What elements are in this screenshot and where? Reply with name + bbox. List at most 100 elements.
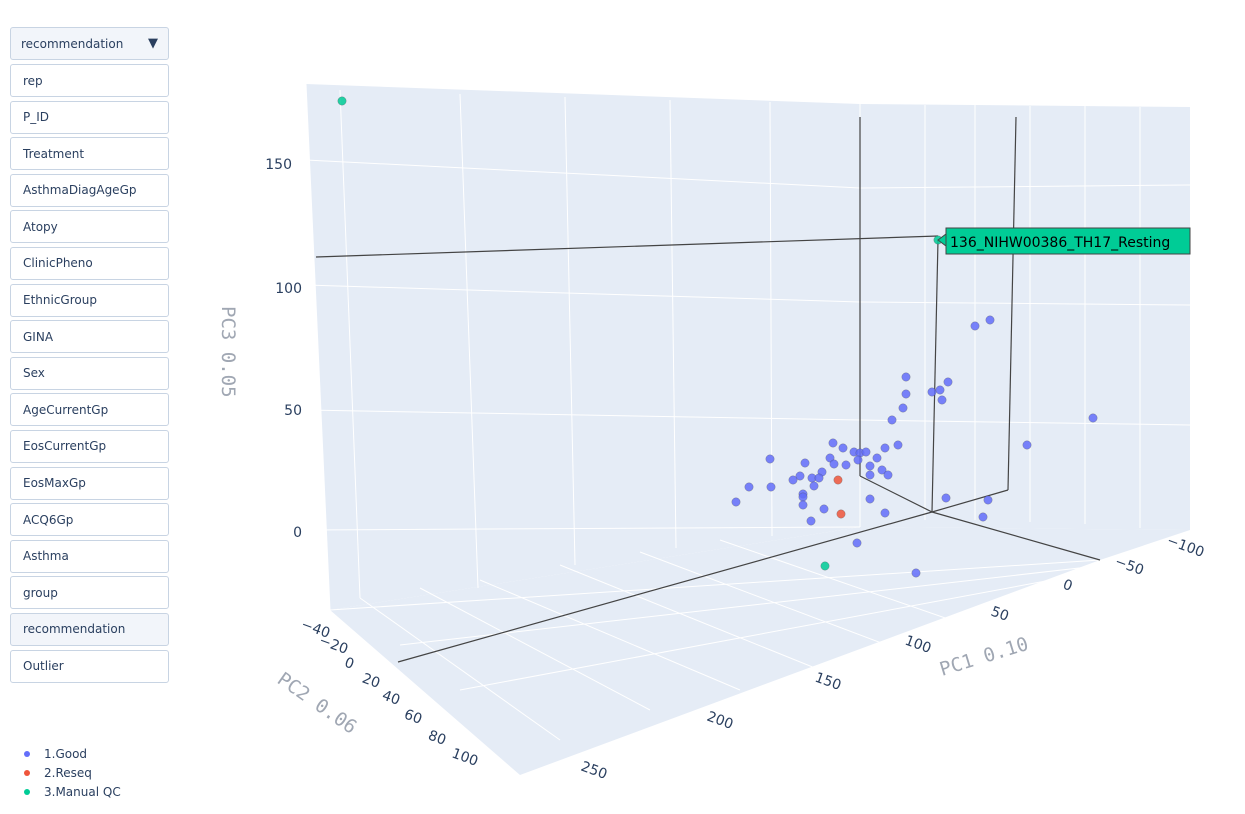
gridline — [305, 83, 331, 611]
gridline — [769, 101, 773, 537]
color-by-dropdown[interactable]: recommendation ▼ — [10, 27, 169, 60]
data-point[interactable] — [941, 493, 951, 503]
hover-pointer — [937, 233, 947, 247]
tick-labels: 050100150−40−20020406080100−100−50050100… — [265, 157, 1206, 783]
data-point[interactable] — [883, 470, 893, 480]
data-point[interactable] — [800, 458, 810, 468]
data-point[interactable] — [898, 403, 908, 413]
attribute-button[interactable]: Outlier — [10, 649, 169, 683]
tick-label: 80 — [426, 728, 448, 749]
data-point[interactable] — [911, 568, 921, 578]
data-point[interactable] — [841, 460, 851, 470]
dropdown-selected-value: recommendation — [21, 36, 124, 51]
hover-box — [945, 227, 1191, 255]
data-point[interactable] — [935, 385, 945, 395]
data-point[interactable] — [901, 372, 911, 382]
hover-tooltip: 136_NIHW00386_TH17_Resting — [937, 227, 1191, 255]
attribute-button[interactable]: EosMaxGp — [10, 466, 169, 500]
data-point[interactable] — [983, 495, 993, 505]
data-point[interactable] — [828, 438, 838, 448]
data-point[interactable] — [833, 475, 843, 485]
attribute-button[interactable]: P_ID — [10, 100, 169, 134]
gridline — [639, 551, 901, 651]
chevron-down-icon: ▼ — [148, 36, 158, 51]
legend-item-reseq[interactable]: 2.Reseq — [24, 763, 121, 782]
sidebar: recommendation ▼ rep P_ID Treatment AsthmaD… — [10, 27, 169, 686]
gridlines — [305, 83, 1191, 741]
data-point[interactable] — [978, 512, 988, 522]
tick-label: −50 — [1113, 554, 1146, 579]
data-point[interactable] — [887, 415, 897, 425]
data-point[interactable] — [731, 497, 741, 507]
data-point[interactable] — [798, 500, 808, 510]
attribute-button[interactable]: GINA — [10, 320, 169, 354]
gridline — [305, 409, 861, 421]
tick-label: 150 — [813, 670, 844, 694]
data-point[interactable] — [943, 377, 953, 387]
data-point[interactable] — [880, 508, 890, 518]
attribute-button[interactable]: Treatment — [10, 137, 169, 171]
attribute-button[interactable]: rep — [10, 64, 169, 97]
tick-label: −100 — [1165, 533, 1207, 561]
data-point[interactable] — [865, 470, 875, 480]
tick-label: 0 — [293, 525, 302, 541]
data-point[interactable] — [872, 453, 882, 463]
floor-plane — [330, 527, 1190, 775]
data-point[interactable] — [901, 389, 911, 399]
data-point[interactable] — [877, 465, 887, 475]
data-point[interactable] — [865, 494, 875, 504]
data-point[interactable] — [819, 504, 829, 514]
data-point[interactable] — [1088, 413, 1098, 423]
data-point[interactable] — [820, 561, 830, 571]
data-point[interactable] — [814, 473, 824, 483]
data-point[interactable] — [766, 482, 776, 492]
attribute-button[interactable]: AsthmaDiagAgeGp — [10, 173, 169, 207]
data-point[interactable] — [829, 459, 839, 469]
data-point[interactable] — [927, 387, 937, 397]
data-point[interactable] — [853, 455, 863, 465]
data-point[interactable] — [970, 321, 980, 331]
data-point[interactable] — [836, 509, 846, 519]
data-point[interactable] — [806, 516, 816, 526]
axis-lines — [315, 116, 1101, 663]
legend-item-manual-qc[interactable]: 3.Manual QC — [24, 782, 121, 801]
gridline — [564, 96, 576, 566]
gridline — [359, 597, 561, 741]
data-point[interactable] — [893, 440, 903, 450]
x-axis-title: PC1 0.10 — [937, 633, 1031, 681]
data-point[interactable] — [765, 454, 775, 464]
data-point[interactable] — [985, 315, 995, 325]
attribute-button[interactable]: EosCurrentGp — [10, 429, 169, 463]
tick-label: 60 — [402, 707, 424, 728]
data-point[interactable] — [795, 471, 805, 481]
data-point[interactable] — [337, 96, 347, 106]
data-point[interactable] — [744, 482, 754, 492]
data-point[interactable] — [798, 492, 808, 502]
gridline — [305, 159, 861, 189]
attribute-button[interactable]: Sex — [10, 356, 169, 390]
data-point[interactable] — [1022, 440, 1032, 450]
legend-label: 1.Good — [44, 746, 88, 761]
attribute-button[interactable]: recommendation — [10, 612, 169, 646]
attribute-button[interactable]: ACQ6Gp — [10, 503, 169, 537]
data-point[interactable] — [852, 538, 862, 548]
gridline — [479, 579, 741, 691]
data-point[interactable] — [865, 461, 875, 471]
attribute-button[interactable]: ClinicPheno — [10, 246, 169, 280]
legend-marker-icon — [24, 750, 30, 757]
attribute-button[interactable]: group — [10, 576, 169, 610]
attribute-button[interactable]: Atopy — [10, 210, 169, 244]
data-point[interactable] — [861, 447, 871, 457]
data-point[interactable] — [788, 475, 798, 485]
legend-item-good[interactable]: 1.Good — [24, 744, 121, 763]
data-point[interactable] — [937, 395, 947, 405]
data-point[interactable] — [809, 481, 819, 491]
attribute-button[interactable]: AgeCurrentGp — [10, 393, 169, 427]
attribute-button[interactable]: Asthma — [10, 539, 169, 573]
legend-marker-icon — [24, 769, 30, 776]
attribute-button[interactable]: EthnicGroup — [10, 283, 169, 317]
data-point[interactable] — [880, 443, 890, 453]
tick-label: 200 — [705, 709, 736, 733]
data-point[interactable] — [838, 443, 848, 453]
